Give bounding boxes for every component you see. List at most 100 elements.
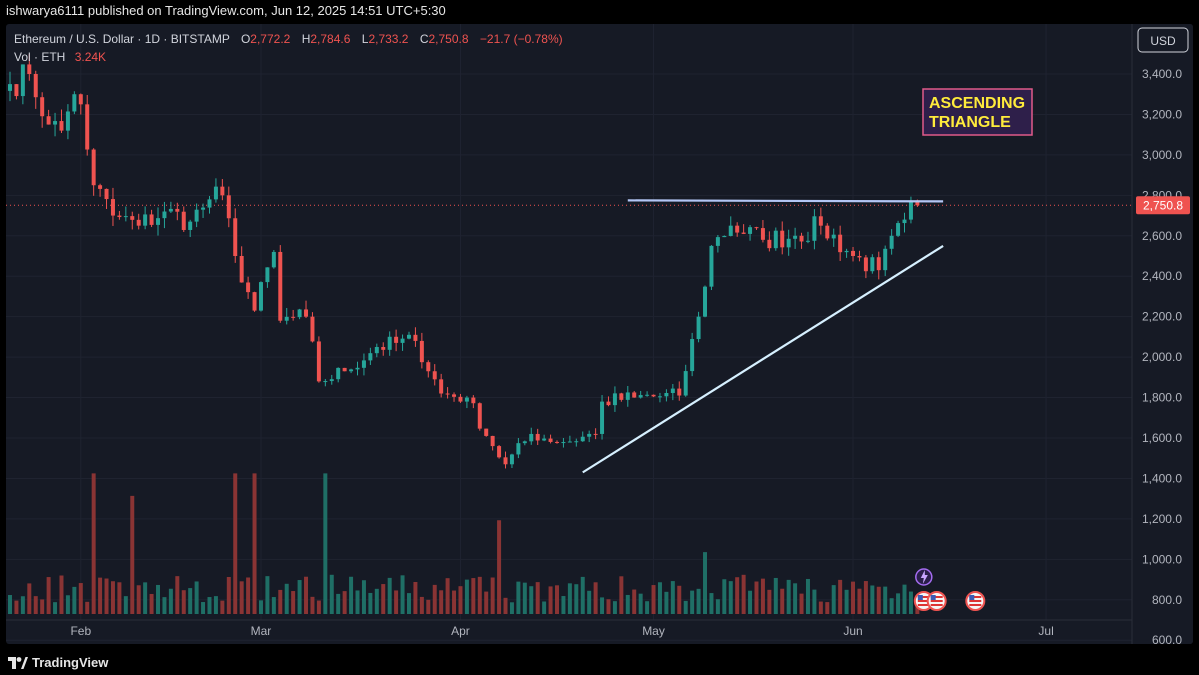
volume-bar [130,495,135,614]
candle-body [715,237,720,246]
event-icons[interactable] [913,568,986,611]
candle-body [233,218,238,256]
candles [8,54,920,469]
candle-body [773,230,778,249]
tradingview-logo-icon [8,656,28,669]
currency-button[interactable]: USD [1137,27,1189,53]
volume-bar [838,579,843,614]
lightning-event-icon[interactable] [915,568,933,586]
volume-bar [361,580,366,614]
candle-body [600,401,605,434]
volume-bar [651,585,656,614]
annotation-line-2: TRIANGLE [929,114,1011,131]
candle-body [490,435,495,447]
volume-bar [908,591,913,614]
candle-body [612,393,617,406]
candle-body [181,211,186,230]
volume-bar [400,575,405,614]
volume-bar [600,597,605,614]
candle-body [239,256,244,283]
volume-bar [542,601,547,614]
volume-bar [201,602,206,614]
time-tick-label: Jul [1038,624,1053,638]
candle-body [497,446,502,458]
volume-bar [323,473,328,614]
currency-label: USD [1150,34,1176,48]
chart-frame[interactable]: ASCENDING TRIANGLE Ethereum / U.S. Dolla… [6,24,1193,644]
price-axis[interactable]: 3,400.03,200.03,000.02,800.02,600.02,400… [1131,24,1193,644]
price-tick-label: 1,400.0 [1142,471,1182,485]
volume-bar [805,578,810,614]
volume-bar [194,581,199,614]
candle-body [767,239,772,249]
candle-body [110,199,115,216]
candle-body [625,392,630,400]
volume-bar [632,589,637,614]
volume-bar [310,596,315,614]
price-tick-label: 1,600.0 [1142,431,1182,445]
price-tick-label: 1,200.0 [1142,512,1182,526]
candle-body [484,428,489,436]
candle-body [207,199,212,208]
volume-bar [104,578,109,614]
high-value: 2,784.6 [310,32,350,46]
volume-bar [471,578,476,614]
candle-body [548,438,553,442]
volume-bar [156,584,161,614]
volume-bar [780,588,785,614]
time-axis[interactable]: Feb Mar Apr May Jun Jul [6,619,1132,638]
candle-body [394,336,399,343]
candle-body [310,316,315,342]
volume-bar [715,599,720,614]
volume-bar [220,600,225,614]
candle-body [316,341,321,382]
high-label: H [302,32,311,46]
candle-body [175,208,180,212]
volume-bar [252,473,257,614]
volume-bar [735,577,740,614]
chart-canvas[interactable]: ASCENDING TRIANGLE Ethereum / U.S. Dolla… [6,24,1193,644]
low-value: 2,733.2 [368,32,408,46]
volume-bar [683,600,688,614]
price-tick-label: 2,400.0 [1142,269,1182,283]
volume-bar [59,575,64,614]
candle-body [458,396,463,402]
volume-bar [78,583,83,614]
volume-bar [580,576,585,614]
candle-body [889,235,894,249]
tradingview-logo[interactable]: TradingView [8,655,108,670]
candle-body [793,235,798,239]
candle-body [831,234,836,239]
volume-bar [85,601,90,614]
publish-line: ishwarya6111 published on TradingView.co… [6,3,446,18]
candle-body [542,438,547,441]
volume-bar [381,584,386,614]
volume-bar [690,590,695,614]
volume-bar [857,588,862,614]
volume-bar [625,594,630,614]
candle-body [291,316,296,318]
candle-body [574,441,579,443]
volume-bar [91,473,96,614]
open-label: O [241,32,250,46]
candle-body [876,257,881,271]
volume-bar [46,577,51,614]
us-flag-event-icon[interactable] [965,591,986,611]
volume-bar [316,600,321,614]
candle-body [638,395,643,398]
resistance-trendline[interactable] [627,199,944,203]
volume-bar [149,593,154,614]
candle-body [535,433,540,441]
support-trendline[interactable] [582,244,944,474]
last-price-tag: 2,750.8 [1136,196,1190,215]
volume-bar [374,588,379,614]
volume-bar [561,596,566,614]
candle-body [677,388,682,396]
candle-body [368,353,373,361]
candle-body [59,121,64,131]
candle-body [690,339,695,372]
us-flag-event-icon[interactable] [926,591,947,611]
ascending-triangle-label[interactable]: ASCENDING TRIANGLE [922,88,1033,136]
candle-body [799,235,804,242]
volume-bar [722,579,727,614]
